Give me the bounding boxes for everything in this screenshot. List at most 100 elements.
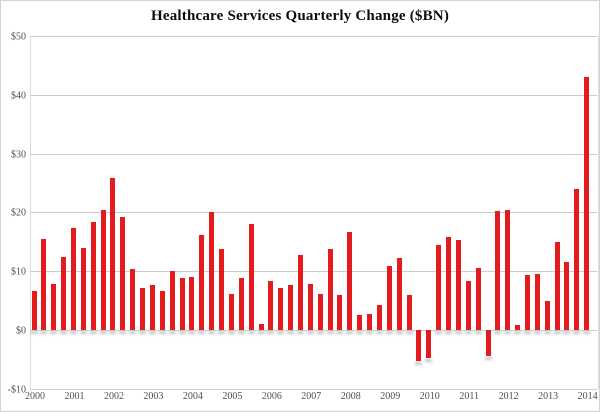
bar-shadow (583, 331, 591, 334)
bar (159, 290, 165, 330)
bar-shadow (563, 331, 571, 334)
bar-shadow (218, 331, 226, 334)
bar-shadow (158, 331, 166, 334)
bar (189, 277, 195, 330)
bar (534, 274, 540, 330)
bar-shadow (533, 331, 541, 334)
bar-shadow (188, 331, 196, 334)
bar-shadow (237, 331, 245, 334)
bar-shadow (257, 331, 265, 334)
bar-shadow (287, 331, 295, 334)
bar (169, 270, 175, 330)
x-axis-tick-label: 2013 (538, 391, 559, 402)
bar-shadow (89, 331, 97, 334)
bar-shadow (60, 331, 68, 334)
bar-shadow (277, 331, 285, 334)
gridline-$30 (30, 154, 597, 155)
bar-shadow (395, 331, 403, 334)
bar-shadow (484, 356, 492, 360)
x-axis-tick-label: 2007 (301, 391, 322, 402)
bar (386, 266, 392, 330)
y-axis-tick-label: $10 (11, 266, 26, 278)
gridline--$10 (30, 389, 597, 390)
bar (288, 284, 294, 330)
bar (248, 224, 254, 330)
bar (61, 256, 67, 330)
bar (505, 210, 511, 330)
bar (584, 77, 590, 330)
bar (406, 295, 412, 330)
bar-shadow (168, 331, 176, 334)
bar (219, 249, 225, 330)
bar-shadow (109, 331, 117, 334)
bar-shadow (425, 358, 433, 362)
bar (495, 210, 501, 330)
y-axis-tick-label: $30 (11, 149, 26, 161)
x-axis-tick-label: 2001 (64, 391, 85, 402)
bar-shadow (405, 331, 413, 334)
bar-shadow (356, 331, 364, 334)
x-axis-tick-label: 2014 (577, 391, 598, 402)
bar (554, 241, 560, 330)
x-axis-tick-label: 2008 (340, 391, 361, 402)
x-axis-tick-label: 2006 (261, 391, 282, 402)
gridline-$50 (30, 36, 597, 37)
bar (228, 293, 234, 330)
bar-shadow (139, 331, 147, 334)
bar (31, 291, 37, 330)
bar-shadow (296, 331, 304, 334)
bar (446, 237, 452, 330)
x-axis-tick-label: 2000 (25, 391, 45, 402)
bar-shadow (316, 331, 324, 334)
bar (515, 324, 521, 330)
bar (367, 313, 373, 330)
bar (525, 274, 530, 330)
bar-shadow (415, 362, 423, 366)
bar (70, 227, 76, 330)
bar (357, 314, 363, 330)
bar-shadow (454, 331, 462, 334)
x-axis-tick-label: 2003 (143, 391, 164, 402)
bar-shadow (267, 331, 275, 334)
bar (327, 248, 333, 330)
y-axis-tick-label: -$10 (7, 384, 26, 396)
bar (130, 269, 136, 330)
bar (110, 178, 116, 330)
bar (278, 287, 284, 330)
y-axis-tick-label: $0 (16, 325, 26, 337)
bar-shadow (375, 331, 383, 334)
bar-shadow (514, 331, 522, 334)
bar-shadow (385, 331, 393, 334)
bar-shadow (148, 331, 156, 334)
bar-shadow (99, 331, 107, 334)
bar (574, 188, 580, 330)
bar (140, 288, 146, 330)
bar (317, 293, 323, 330)
bar (100, 210, 106, 330)
bar (199, 235, 205, 330)
bar (475, 268, 481, 330)
bar-shadow (435, 331, 443, 334)
x-axis-tick-label: 2011 (459, 391, 479, 402)
y-axis-tick-label: $50 (11, 31, 26, 43)
bar-shadow (40, 331, 48, 334)
bar-shadow (445, 331, 453, 334)
bar (90, 221, 96, 330)
bar (258, 324, 264, 330)
x-axis-tick-label: 2005 (222, 391, 243, 402)
bar (396, 258, 402, 330)
bar-shadow (208, 331, 216, 334)
bar-shadow (474, 331, 482, 334)
bar-shadow (464, 331, 472, 334)
bar (485, 330, 491, 356)
bar-shadow (247, 331, 255, 334)
x-axis-tick-label: 2010 (419, 391, 440, 402)
bar-shadow (79, 331, 87, 334)
bar-shadow (336, 331, 344, 334)
x-axis-tick-label: 2004 (182, 391, 203, 402)
bar (455, 240, 461, 330)
bar-shadow (30, 331, 38, 334)
bar (436, 244, 442, 330)
bar-shadow (129, 331, 137, 334)
